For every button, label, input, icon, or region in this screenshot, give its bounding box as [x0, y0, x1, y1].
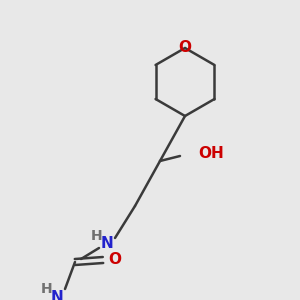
Text: H: H: [91, 229, 103, 243]
Text: N: N: [51, 290, 63, 300]
Text: OH: OH: [198, 146, 224, 160]
Text: O: O: [109, 253, 122, 268]
Text: N: N: [100, 236, 113, 251]
Text: H: H: [41, 282, 53, 296]
Text: O: O: [178, 40, 191, 56]
